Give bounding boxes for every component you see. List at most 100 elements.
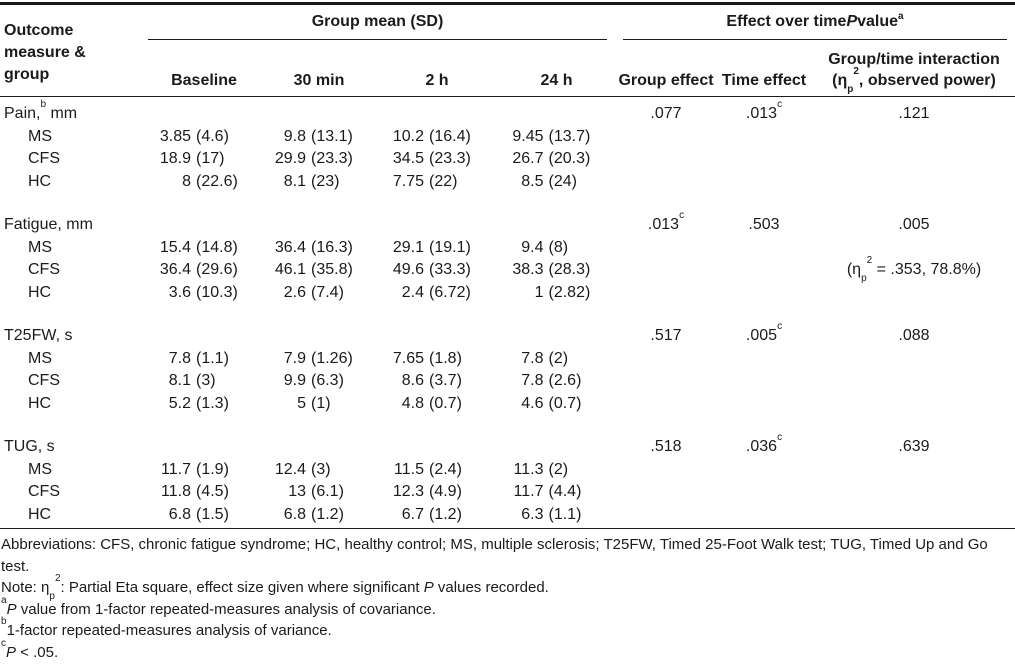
- empty-cell: [260, 214, 378, 237]
- baseline-column-header: Baseline: [171, 72, 237, 89]
- group-effect-pvalue-cell: .517: [650, 327, 682, 344]
- section-label-cell: Fatigue, mm: [4, 216, 93, 233]
- mean-sd-cell-30min: 6.8 (1.2): [283, 505, 344, 523]
- group-effect-pvalue-cell: .013c: [647, 209, 685, 233]
- data-row: CFS 11.8 (4.5) 13 (6.1) 12.3 (4.9) 11.7 (4.4): [0, 481, 1015, 504]
- interaction-note-cell: [813, 237, 1015, 260]
- table-body: Pain,b mm .077 .013c .121 MS 3.85 (4.6) 9.8 (13.…: [0, 97, 1015, 529]
- empty-cell: [715, 126, 813, 149]
- empty-cell: [260, 436, 378, 459]
- mean-sd-cell-2h: 11.5 (2.4): [394, 460, 462, 478]
- mean-sd-cell-30min: 13 (6.1): [288, 483, 344, 500]
- time-effect-pvalue-cell: .503: [748, 216, 780, 233]
- empty-cell: [148, 214, 260, 237]
- mean-sd-cell-24h: 26.7 (20.3): [512, 150, 591, 167]
- mean-sd-cell-30min: 46.1 (35.8): [274, 261, 353, 278]
- empty-cell: [715, 481, 813, 504]
- mean-sd-cell-24h: 38.3 (28.3): [512, 261, 591, 278]
- mean-sd-cell-24h: 11.7 (4.4): [513, 483, 582, 500]
- time-effect-column-header: Time effect: [721, 72, 807, 89]
- mean-sd-cell-baseline: 5.2 (1.3): [168, 394, 229, 412]
- interaction-note-cell: [813, 504, 1015, 527]
- mean-sd-cell-baseline: 8.1 (3): [168, 372, 216, 389]
- group-label-cell: MS: [28, 460, 52, 478]
- group-effect-pvalue-cell: .518: [650, 438, 682, 455]
- section-spacer: [0, 193, 1015, 214]
- mean-sd-cell-2h: 7.65 (1.8): [392, 349, 462, 367]
- data-row: MS 7.8 (1.1) 7.9 (1.26) 7.65 (1.8) 7.8 (2): [0, 348, 1015, 371]
- empty-cell: [496, 325, 617, 348]
- group-effect-pvalue-cell: .077: [650, 105, 682, 122]
- mean-sd-cell-30min: 7.9 (1.26): [283, 349, 353, 367]
- effect-over-time-spanner: Effect over time P value a: [623, 5, 1007, 40]
- interaction-note-cell: [813, 348, 1015, 371]
- empty-cell: [496, 103, 617, 126]
- mean-sd-cell-24h: 6.3 (1.1): [521, 505, 582, 523]
- mean-sd-cell-2h: 49.6 (33.3): [392, 261, 471, 278]
- mean-sd-cell-baseline: 15.4 (14.8): [159, 238, 238, 256]
- mean-sd-cell-2h: 4.8 (0.7): [401, 394, 462, 412]
- mean-sd-cell-2h: 29.1 (19.1): [392, 238, 471, 256]
- mean-sd-cell-30min: 36.4 (16.3): [274, 238, 353, 256]
- group-label-cell: MS: [28, 238, 52, 256]
- empty-cell: [715, 171, 813, 194]
- mean-sd-cell-baseline: 11.7 (1.9): [161, 460, 229, 478]
- mean-sd-cell-baseline: 18.9 (17): [159, 150, 225, 167]
- section-header-row: Fatigue, mm .013c .503 .005: [0, 209, 1015, 237]
- interaction-header-line1: Group/time interaction: [828, 51, 1000, 68]
- empty-cell: [617, 393, 715, 416]
- footnote-b: b1-factor repeated-measures analysis of …: [1, 616, 332, 640]
- empty-cell: [715, 504, 813, 527]
- group-label-cell: MS: [28, 349, 52, 367]
- mean-sd-cell-baseline: 6.8 (1.5): [168, 505, 229, 523]
- group-label-cell: HC: [28, 394, 52, 412]
- mean-sd-cell-baseline: 36.4 (29.6): [159, 261, 238, 278]
- group-label-cell: CFS: [28, 150, 60, 167]
- empty-cell: [715, 237, 813, 260]
- empty-cell: [715, 459, 813, 482]
- empty-cell: [378, 103, 496, 126]
- outcome-header-line: group: [4, 66, 50, 83]
- group-label-cell: HC: [28, 283, 52, 301]
- time-effect-pvalue-cell: .013c: [745, 98, 783, 122]
- empty-cell: [617, 148, 715, 171]
- mean-sd-cell-30min: 9.8 (13.1): [283, 127, 353, 145]
- data-row: HC 6.8 (1.5) 6.8 (1.2) 6.7 (1.2) 6.3 (1.1): [0, 504, 1015, 527]
- footnote-abbreviations: Abbreviations: CFS, chronic fatigue synd…: [1, 536, 988, 575]
- interaction-note-cell: [813, 393, 1015, 416]
- mean-sd-cell-2h: 7.75 (22): [392, 172, 458, 190]
- spanner-row: Group mean (SD) Effect over time P value…: [148, 5, 1015, 40]
- empty-cell: [378, 325, 496, 348]
- outcome-header-line: measure &: [4, 44, 86, 61]
- section-header-row: T25FW, s .517 .005c .088: [0, 320, 1015, 348]
- column-header-row: Baseline 30 min 2 h 24 h Group effect Ti…: [148, 40, 1015, 97]
- interaction-note-cell: (ηp2 = .353, 78.8%): [846, 254, 982, 285]
- mean-sd-cell-24h: 9.4 (8): [521, 238, 569, 256]
- mean-sd-cell-2h: 12.3 (4.9): [392, 483, 462, 500]
- mean-sd-cell-24h: 4.6 (0.7): [521, 394, 582, 412]
- interaction-note-cell: [813, 148, 1015, 171]
- empty-cell: [617, 259, 715, 282]
- outcome-column-header: Outcome measure & group: [4, 20, 86, 86]
- mean-sd-cell-30min: 29.9 (23.3): [274, 150, 353, 167]
- mean-sd-cell-24h: 1 (2.82): [534, 283, 591, 301]
- interaction-column-header: Group/time interaction (ηp2, observed po…: [813, 49, 1015, 97]
- section-header-row: TUG, s .518 .036c .639: [0, 432, 1015, 459]
- table-footnotes: Abbreviations: CFS, chronic fatigue synd…: [0, 529, 1015, 663]
- mean-sd-cell-24h: 11.3 (2): [513, 460, 569, 478]
- time-effect-pvalue-cell: .005c: [745, 320, 783, 344]
- mean-sd-cell-baseline: 11.8 (4.5): [161, 483, 229, 500]
- empty-cell: [715, 393, 813, 416]
- mean-sd-cell-30min: 9.9 (6.3): [283, 372, 344, 389]
- data-row: HC 5.2 (1.3) 5 (1) 4.8 (0.7) 4.6 (0.7): [0, 393, 1015, 416]
- mean-sd-cell-24h: 7.8 (2): [521, 349, 569, 367]
- empty-cell: [617, 504, 715, 527]
- data-row: HC 8 (22.6) 8.1 (23) 7.75 (22) 8.5 (24): [0, 171, 1015, 194]
- data-row: CFS 36.4 (29.6) 46.1 (35.8) 49.6 (33.3) 38.3 (28…: [0, 254, 1015, 285]
- section-spacer: [0, 415, 1015, 436]
- data-row: HC 3.6 (10.3) 2.6 (7.4) 2.4 (6.72) 1 (2.82): [0, 282, 1015, 305]
- group-label-cell: MS: [28, 127, 52, 145]
- outcome-header-line: Outcome: [4, 22, 74, 39]
- data-row: CFS 8.1 (3) 9.9 (6.3) 8.6 (3.7) 7.8 (2.6): [0, 370, 1015, 393]
- interaction-note-cell: [813, 282, 1015, 305]
